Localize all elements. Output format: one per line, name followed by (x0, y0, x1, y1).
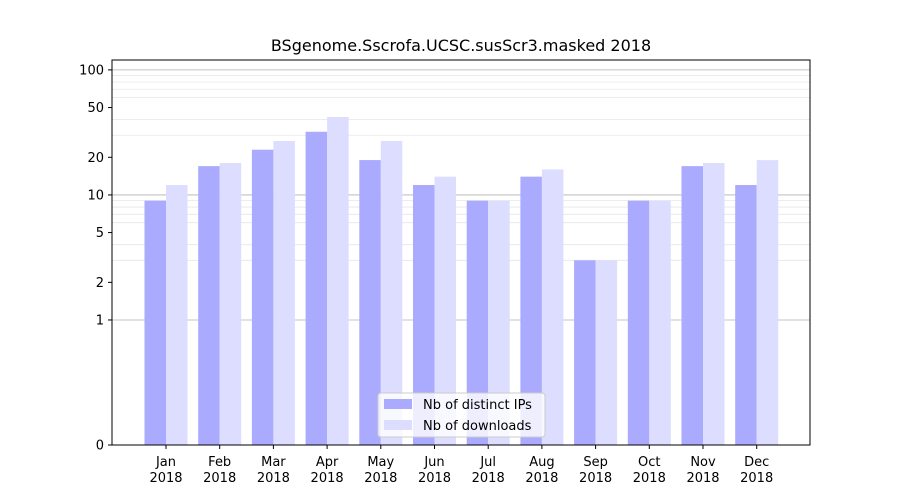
axes: 0125102050100Jan2018Feb2018Mar2018Apr201… (79, 59, 811, 486)
y-tick-label: 50 (87, 101, 104, 116)
x-tick-label-year: 2018 (149, 471, 182, 486)
bar (735, 185, 757, 445)
bar (488, 200, 510, 445)
bar (327, 117, 349, 445)
bar (541, 169, 564, 445)
x-tick-label: Nov (690, 455, 716, 470)
y-tick-label: 20 (87, 151, 104, 166)
bar (649, 200, 671, 445)
x-tick-label: Oct (638, 455, 660, 470)
bar (166, 185, 188, 445)
x-tick-label-year: 2018 (525, 471, 558, 486)
bar (413, 185, 435, 445)
x-tick-label-year: 2018 (257, 471, 290, 486)
bar (359, 160, 381, 445)
bar (703, 163, 725, 445)
bar (627, 200, 650, 445)
x-tick-label: Apr (316, 455, 339, 470)
plot-frame (111, 59, 811, 446)
x-tick-label-year: 2018 (740, 471, 773, 486)
y-tick-label: 2 (96, 276, 104, 291)
y-tick-label: 5 (96, 226, 104, 241)
bar (434, 176, 456, 445)
x-tick-label: Mar (261, 455, 286, 470)
x-tick-label-year: 2018 (579, 471, 612, 486)
x-tick-label: May (367, 455, 394, 470)
y-tick-label: 100 (79, 63, 104, 78)
bar (756, 160, 779, 445)
bar (595, 260, 618, 445)
bar (144, 200, 166, 445)
x-tick-label: Feb (208, 455, 231, 470)
legend-label: Nb of distinct IPs (423, 398, 532, 413)
x-tick-label: Sep (583, 455, 608, 470)
bar (219, 163, 242, 445)
x-tick-label-year: 2018 (364, 471, 397, 486)
bar (574, 260, 596, 445)
chart-title: BSgenome.Sscrofa.UCSC.susScr3.masked 201… (271, 36, 651, 55)
y-tick-label: 1 (96, 313, 104, 328)
x-tick-label: Jul (479, 455, 496, 470)
legend-swatch (384, 420, 412, 430)
x-tick-label-year: 2018 (633, 471, 666, 486)
legend-box (377, 392, 546, 438)
x-tick-label: Dec (744, 455, 769, 470)
bar (198, 166, 220, 445)
legend-swatch (384, 399, 412, 409)
x-tick-label: Jun (423, 455, 444, 470)
bar (520, 176, 542, 445)
x-tick-label: Jan (155, 455, 176, 470)
x-tick-label: Aug (529, 455, 554, 470)
x-tick-label-year: 2018 (311, 471, 344, 486)
x-tick-label-year: 2018 (686, 471, 719, 486)
bar (681, 166, 703, 445)
x-tick-label-year: 2018 (472, 471, 505, 486)
x-tick-label-year: 2018 (418, 471, 451, 486)
bar (251, 149, 274, 446)
bar (273, 140, 295, 445)
bar (466, 200, 489, 445)
bar (380, 140, 403, 445)
bar (305, 131, 328, 445)
legend-label: Nb of downloads (423, 419, 532, 434)
legend: Nb of distinct IPs Nb of downloads (377, 392, 546, 438)
y-tick-label: 10 (87, 188, 104, 203)
bars (144, 117, 779, 446)
y-tick-label: 0 (96, 439, 104, 454)
x-tick-label-year: 2018 (203, 471, 236, 486)
